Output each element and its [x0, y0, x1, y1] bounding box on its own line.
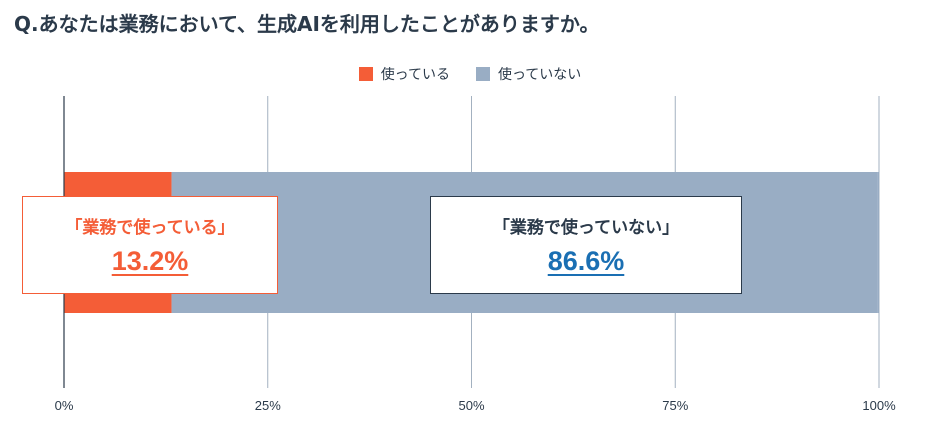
- chart-title: Q.あなたは業務において、生成AIを利用したことがありますか。: [14, 12, 600, 36]
- legend-label-not-used: 使っていない: [498, 67, 582, 83]
- bar-segment-remainder: [877, 172, 879, 313]
- legend-swatch-used: [358, 67, 373, 81]
- x-tick-label-25: 25%: [255, 398, 281, 413]
- callout-not-used: 「業務で使っていない」 86.6%: [430, 196, 742, 294]
- legend-swatch-not-used: [476, 67, 490, 81]
- x-tick-label-75: 75%: [662, 398, 688, 413]
- legend-item-used: 使っている: [358, 64, 450, 84]
- legend-item-not-used: 使っていない: [476, 64, 581, 84]
- x-tick-label-0: 0%: [55, 398, 74, 413]
- legend: 使っている 使っていない: [0, 64, 940, 84]
- callout-not-used-value: 86.6%: [547, 246, 625, 276]
- callout-used-label: 「業務で使っている」: [65, 218, 235, 238]
- legend-label-used: 使っている: [380, 67, 450, 83]
- callout-used-value: 13.2%: [111, 246, 189, 276]
- callout-not-used-label: 「業務で使っていない」: [492, 218, 680, 238]
- callout-used: 「業務で使っている」 13.2%: [22, 196, 278, 294]
- x-tick-label-50: 50%: [458, 398, 484, 413]
- x-tick-label-100: 100%: [862, 398, 896, 413]
